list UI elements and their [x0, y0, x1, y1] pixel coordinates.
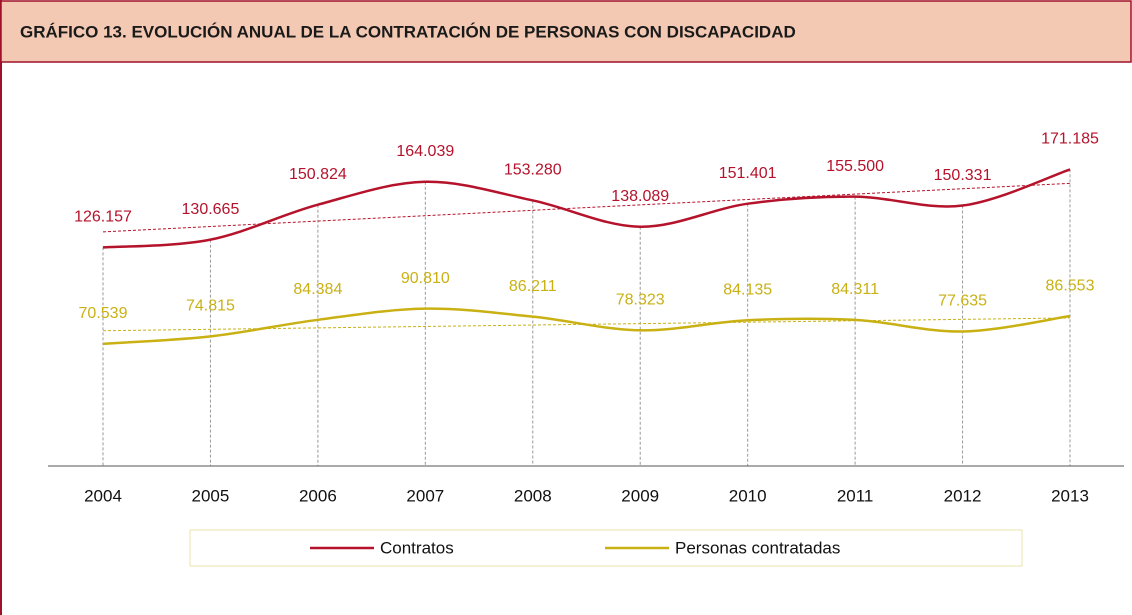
data-label: 138.089	[611, 188, 669, 205]
data-label: 77.635	[938, 293, 987, 310]
data-label: 84.384	[293, 281, 342, 298]
data-label: 84.311	[831, 281, 879, 298]
data-label: 78.323	[616, 292, 665, 309]
x-tick-label: 2011	[837, 486, 874, 505]
x-tick-label: 2010	[729, 486, 767, 505]
data-label: 150.824	[289, 166, 347, 183]
series-line	[102, 168, 1071, 249]
data-label: 86.553	[1046, 277, 1095, 294]
x-tick-label: 2004	[84, 486, 122, 505]
data-label: 130.665	[182, 201, 240, 218]
data-label: 90.810	[401, 270, 450, 287]
data-label: 153.280	[504, 162, 562, 179]
data-label: 155.500	[826, 158, 884, 175]
data-label: 126.157	[74, 209, 132, 226]
legend-label: Contratos	[380, 538, 454, 557]
data-label: 151.401	[719, 165, 777, 182]
data-label: 150.331	[934, 167, 992, 184]
chart-title: GRÁFICO 13. EVOLUCIÓN ANUAL DE LA CONTRA…	[20, 22, 796, 41]
data-label: 86.211	[509, 278, 557, 295]
x-tick-label: 2013	[1051, 486, 1089, 505]
data-label: 164.039	[396, 143, 454, 160]
series-line	[102, 307, 1071, 346]
x-tick-label: 2007	[406, 486, 444, 505]
data-label: 171.185	[1041, 131, 1099, 148]
x-tick-label: 2012	[944, 486, 982, 505]
x-tick-label: 2005	[192, 486, 230, 505]
data-label: 74.815	[186, 298, 235, 315]
x-tick-label: 2008	[514, 486, 552, 505]
data-label: 70.539	[79, 305, 128, 322]
header	[0, 0, 1132, 63]
data-label: 84.135	[723, 281, 772, 298]
x-tick-label: 2006	[299, 486, 337, 505]
legend-label: Personas contratadas	[675, 538, 840, 557]
x-tick-label: 2009	[621, 486, 659, 505]
